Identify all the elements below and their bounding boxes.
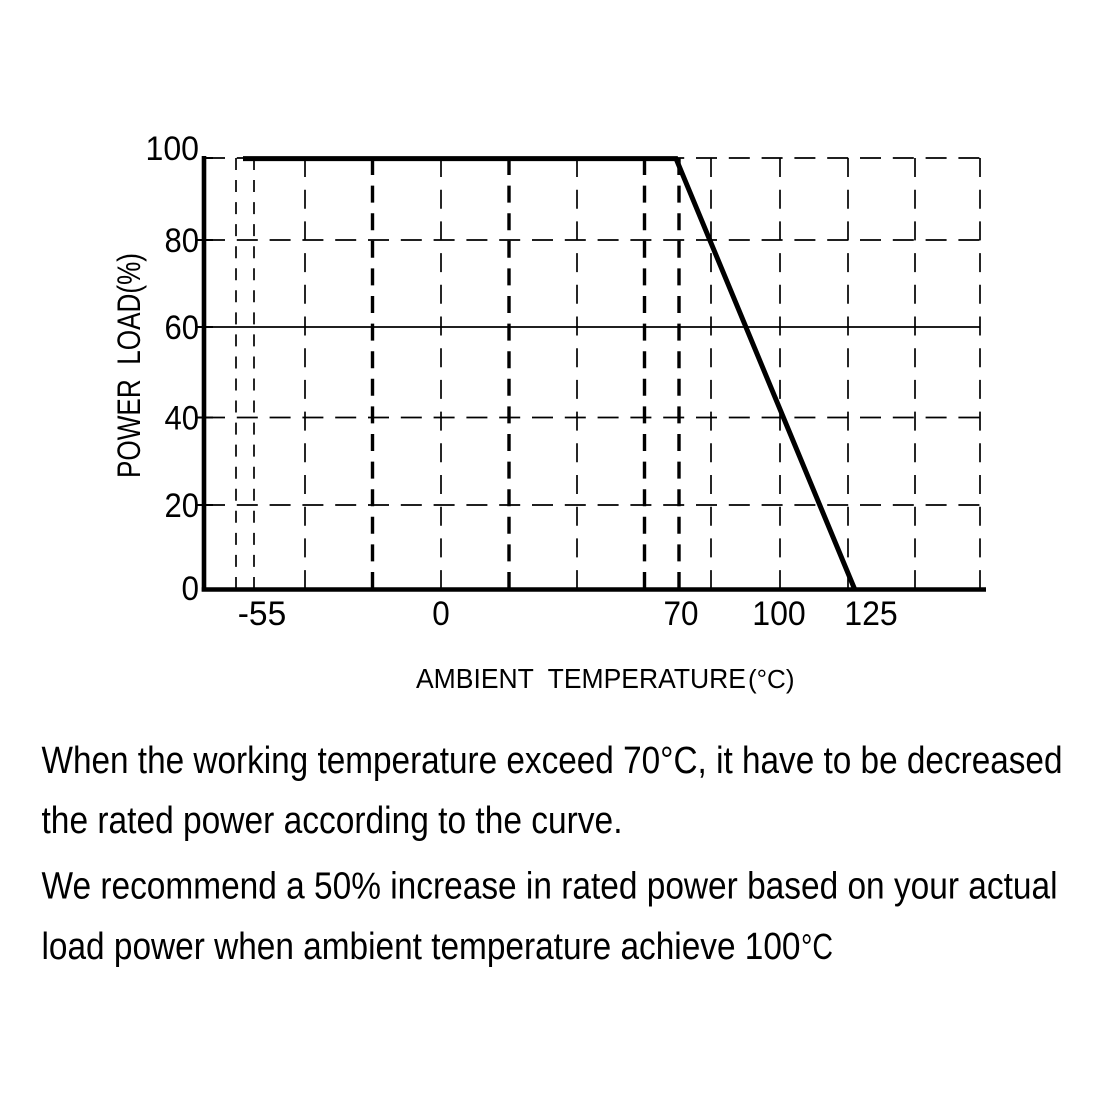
svg-text:125: 125 (844, 595, 898, 633)
svg-text:(°C): (°C) (748, 664, 795, 694)
svg-text:the rated power according to t: the rated power according to the curve. (42, 800, 623, 842)
svg-text:80: 80 (165, 222, 200, 260)
svg-text:100: 100 (146, 130, 200, 168)
svg-text:100: 100 (752, 595, 806, 633)
svg-text:70: 70 (664, 595, 699, 633)
svg-text:We recommend a 50% increase in: We recommend a 50% increase in rated pow… (42, 866, 1058, 908)
svg-text:0: 0 (432, 595, 450, 633)
svg-text:When the working temperature e: When the working temperature exceed 70°C… (42, 740, 1063, 782)
svg-text:40: 40 (165, 400, 200, 438)
svg-text:0: 0 (182, 570, 200, 608)
svg-text:20: 20 (165, 487, 200, 525)
svg-text:°C: °C (801, 926, 833, 967)
svg-text:load power when ambient temper: load power when ambient temperature achi… (42, 926, 801, 968)
svg-text:POWER LOAD(%): POWER LOAD(%) (111, 253, 147, 478)
svg-text:60: 60 (165, 309, 200, 347)
svg-text:-55: -55 (238, 595, 287, 633)
svg-text:AMBIENT TEMPERATURE: AMBIENT TEMPERATURE (416, 663, 746, 694)
